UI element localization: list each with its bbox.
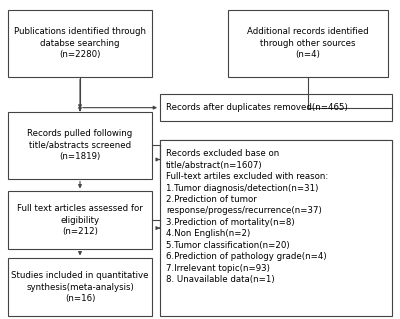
Text: Additional records identified
through other sources
(n=4): Additional records identified through ot… — [247, 27, 369, 59]
Text: Publications identified through
databse searching
(n=2280): Publications identified through databse … — [14, 27, 146, 59]
Text: Records excluded base on
title/abstract(n=1607): Records excluded base on title/abstract(… — [166, 149, 279, 170]
Bar — [228, 10, 388, 77]
Bar — [8, 258, 152, 316]
Bar — [8, 112, 152, 179]
Text: Full-text artiles excluded with reason:
1.Tumor diagnosis/detection(n=31)
2.Pred: Full-text artiles excluded with reason: … — [166, 172, 328, 284]
Bar — [8, 191, 152, 249]
Text: Full text articles assessed for
eligibility
(n=212): Full text articles assessed for eligibil… — [17, 204, 143, 236]
Text: Records after duplicates removed(n=465): Records after duplicates removed(n=465) — [166, 103, 348, 112]
Text: Studies included in quantitative
synthesis(meta-analysis)
(n=16): Studies included in quantitative synthes… — [11, 271, 149, 303]
Bar — [160, 94, 392, 121]
Bar — [8, 10, 152, 77]
Bar — [160, 140, 392, 316]
Bar — [160, 140, 392, 179]
Text: Records pulled following
title/abstracts screened
(n=1819): Records pulled following title/abstracts… — [27, 129, 133, 161]
